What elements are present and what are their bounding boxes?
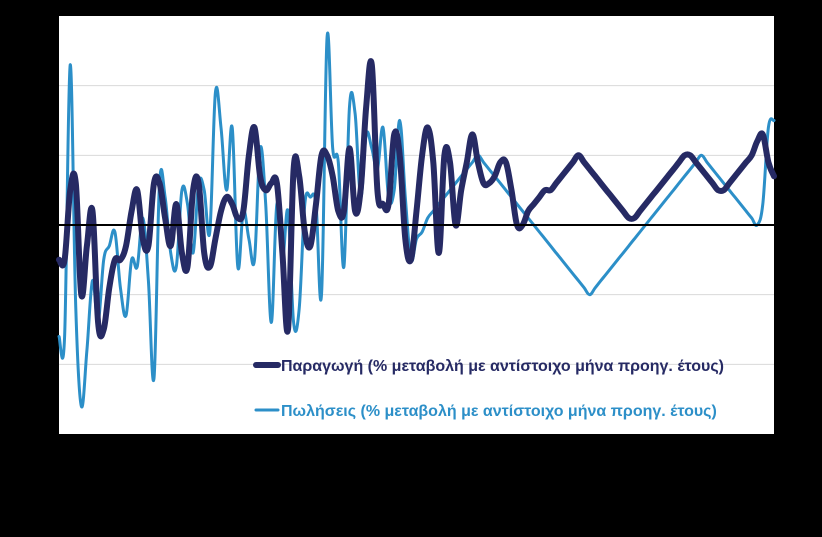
legend-item-sales: Πωλήσεις (% μεταβολή με αντίστοιχο μήνα … [254, 403, 717, 420]
series-line-production [56, 58, 777, 340]
legend: Παραγωγή (% μεταβολή με αντίστοιχο μήνα … [253, 358, 724, 420]
gridlines [59, 85, 774, 365]
legend-label-sales: Πωλήσεις (% μεταβολή με αντίστοιχο μήνα … [281, 403, 717, 420]
legend-item-production: Παραγωγή (% μεταβολή με αντίστοιχο μήνα … [253, 358, 724, 375]
legend-label-production: Παραγωγή (% μεταβολή με αντίστοιχο μήνα … [281, 358, 724, 375]
